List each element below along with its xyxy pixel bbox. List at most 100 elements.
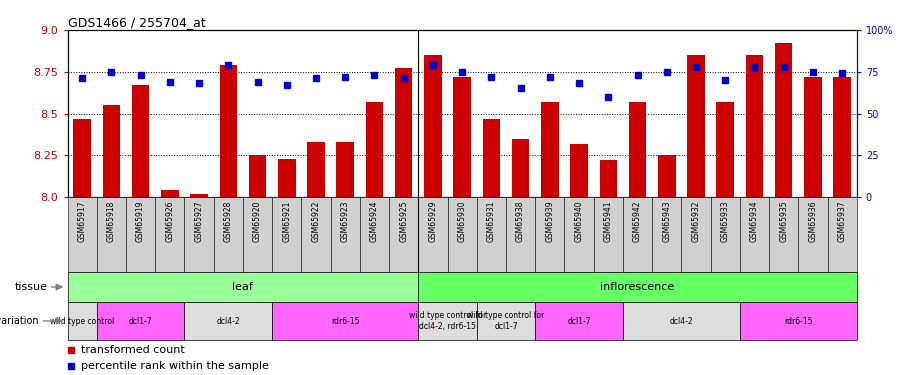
Bar	[652, 197, 681, 272]
Bar	[337, 142, 354, 197]
Bar	[623, 197, 652, 272]
Bar	[536, 302, 623, 340]
Text: GSM65925: GSM65925	[400, 201, 409, 242]
Bar	[272, 197, 302, 272]
Bar	[330, 197, 360, 272]
Bar	[190, 194, 208, 197]
Text: wild type control for
dcl4-2, rdr6-15: wild type control for dcl4-2, rdr6-15	[409, 311, 486, 331]
Text: GSM65937: GSM65937	[838, 201, 847, 242]
Bar	[96, 197, 126, 272]
Bar	[418, 197, 447, 272]
Bar	[688, 55, 705, 197]
Text: GSM65931: GSM65931	[487, 201, 496, 242]
Text: GSM65938: GSM65938	[516, 201, 525, 242]
Bar	[805, 77, 822, 197]
Text: GSM65919: GSM65919	[136, 201, 145, 242]
Text: GSM65934: GSM65934	[750, 201, 759, 242]
Bar	[482, 118, 500, 197]
Text: leaf: leaf	[232, 282, 253, 292]
Bar	[68, 197, 96, 272]
Text: tissue: tissue	[14, 282, 47, 292]
Bar	[213, 197, 243, 272]
Bar	[658, 155, 676, 197]
Bar	[68, 302, 96, 340]
Text: GSM65941: GSM65941	[604, 201, 613, 242]
Bar	[131, 85, 149, 197]
Bar	[564, 197, 594, 272]
Bar	[599, 160, 617, 197]
Text: GSM65929: GSM65929	[428, 201, 437, 242]
Text: GSM65942: GSM65942	[633, 201, 642, 242]
Bar	[161, 190, 178, 197]
Bar	[307, 142, 325, 197]
Bar	[395, 68, 412, 197]
Bar	[424, 55, 442, 197]
Bar	[833, 77, 851, 197]
Text: GSM65927: GSM65927	[194, 201, 203, 242]
Text: GSM65928: GSM65928	[224, 201, 233, 242]
Bar	[73, 118, 91, 197]
Text: GSM65923: GSM65923	[341, 201, 350, 242]
Bar	[418, 272, 857, 302]
Bar	[418, 302, 477, 340]
Text: GSM65933: GSM65933	[721, 201, 730, 242]
Bar	[541, 102, 559, 197]
Bar	[96, 302, 184, 340]
Bar	[389, 197, 419, 272]
Bar	[716, 102, 734, 197]
Text: GSM65921: GSM65921	[283, 201, 292, 242]
Bar	[740, 197, 770, 272]
Bar	[103, 105, 120, 197]
Bar	[302, 197, 330, 272]
Bar	[571, 144, 588, 197]
Text: wild type control for
dcl1-7: wild type control for dcl1-7	[467, 311, 544, 331]
Text: GSM65935: GSM65935	[779, 201, 788, 242]
Bar	[828, 197, 857, 272]
Text: GSM65940: GSM65940	[574, 201, 583, 242]
Text: GSM65922: GSM65922	[311, 201, 320, 242]
Bar	[126, 197, 155, 272]
Text: GSM65917: GSM65917	[77, 201, 86, 242]
Bar	[506, 197, 536, 272]
Text: GSM65932: GSM65932	[691, 201, 700, 242]
Text: rdr6-15: rdr6-15	[331, 316, 359, 326]
Bar	[68, 272, 418, 302]
Text: dcl1-7: dcl1-7	[567, 316, 591, 326]
Bar	[477, 197, 506, 272]
Text: wild type control: wild type control	[50, 316, 114, 326]
Bar	[770, 197, 798, 272]
Bar	[512, 138, 529, 197]
Bar	[360, 197, 389, 272]
Bar	[798, 197, 828, 272]
Text: GSM65918: GSM65918	[107, 201, 116, 242]
Text: GSM65924: GSM65924	[370, 201, 379, 242]
Text: GSM65939: GSM65939	[545, 201, 554, 242]
Bar	[184, 197, 213, 272]
Text: GDS1466 / 255704_at: GDS1466 / 255704_at	[68, 16, 205, 29]
Text: percentile rank within the sample: percentile rank within the sample	[81, 361, 269, 371]
Bar	[184, 302, 272, 340]
Bar	[711, 197, 740, 272]
Bar	[243, 197, 272, 272]
Text: GSM65920: GSM65920	[253, 201, 262, 242]
Bar	[536, 197, 564, 272]
Bar	[775, 44, 793, 197]
Text: inflorescence: inflorescence	[600, 282, 675, 292]
Bar	[248, 155, 266, 197]
Text: rdr6-15: rdr6-15	[784, 316, 813, 326]
Bar	[155, 197, 184, 272]
Bar	[623, 302, 740, 340]
Text: dcl1-7: dcl1-7	[129, 316, 152, 326]
Bar	[746, 55, 763, 197]
Text: dcl4-2: dcl4-2	[670, 316, 693, 326]
Bar	[594, 197, 623, 272]
Bar	[272, 302, 418, 340]
Bar	[681, 197, 711, 272]
Bar	[365, 102, 383, 197]
Bar	[447, 197, 477, 272]
Text: GSM65936: GSM65936	[808, 201, 817, 242]
Text: GSM65926: GSM65926	[166, 201, 175, 242]
Bar	[220, 65, 237, 197]
Bar	[740, 302, 857, 340]
Bar	[477, 302, 536, 340]
